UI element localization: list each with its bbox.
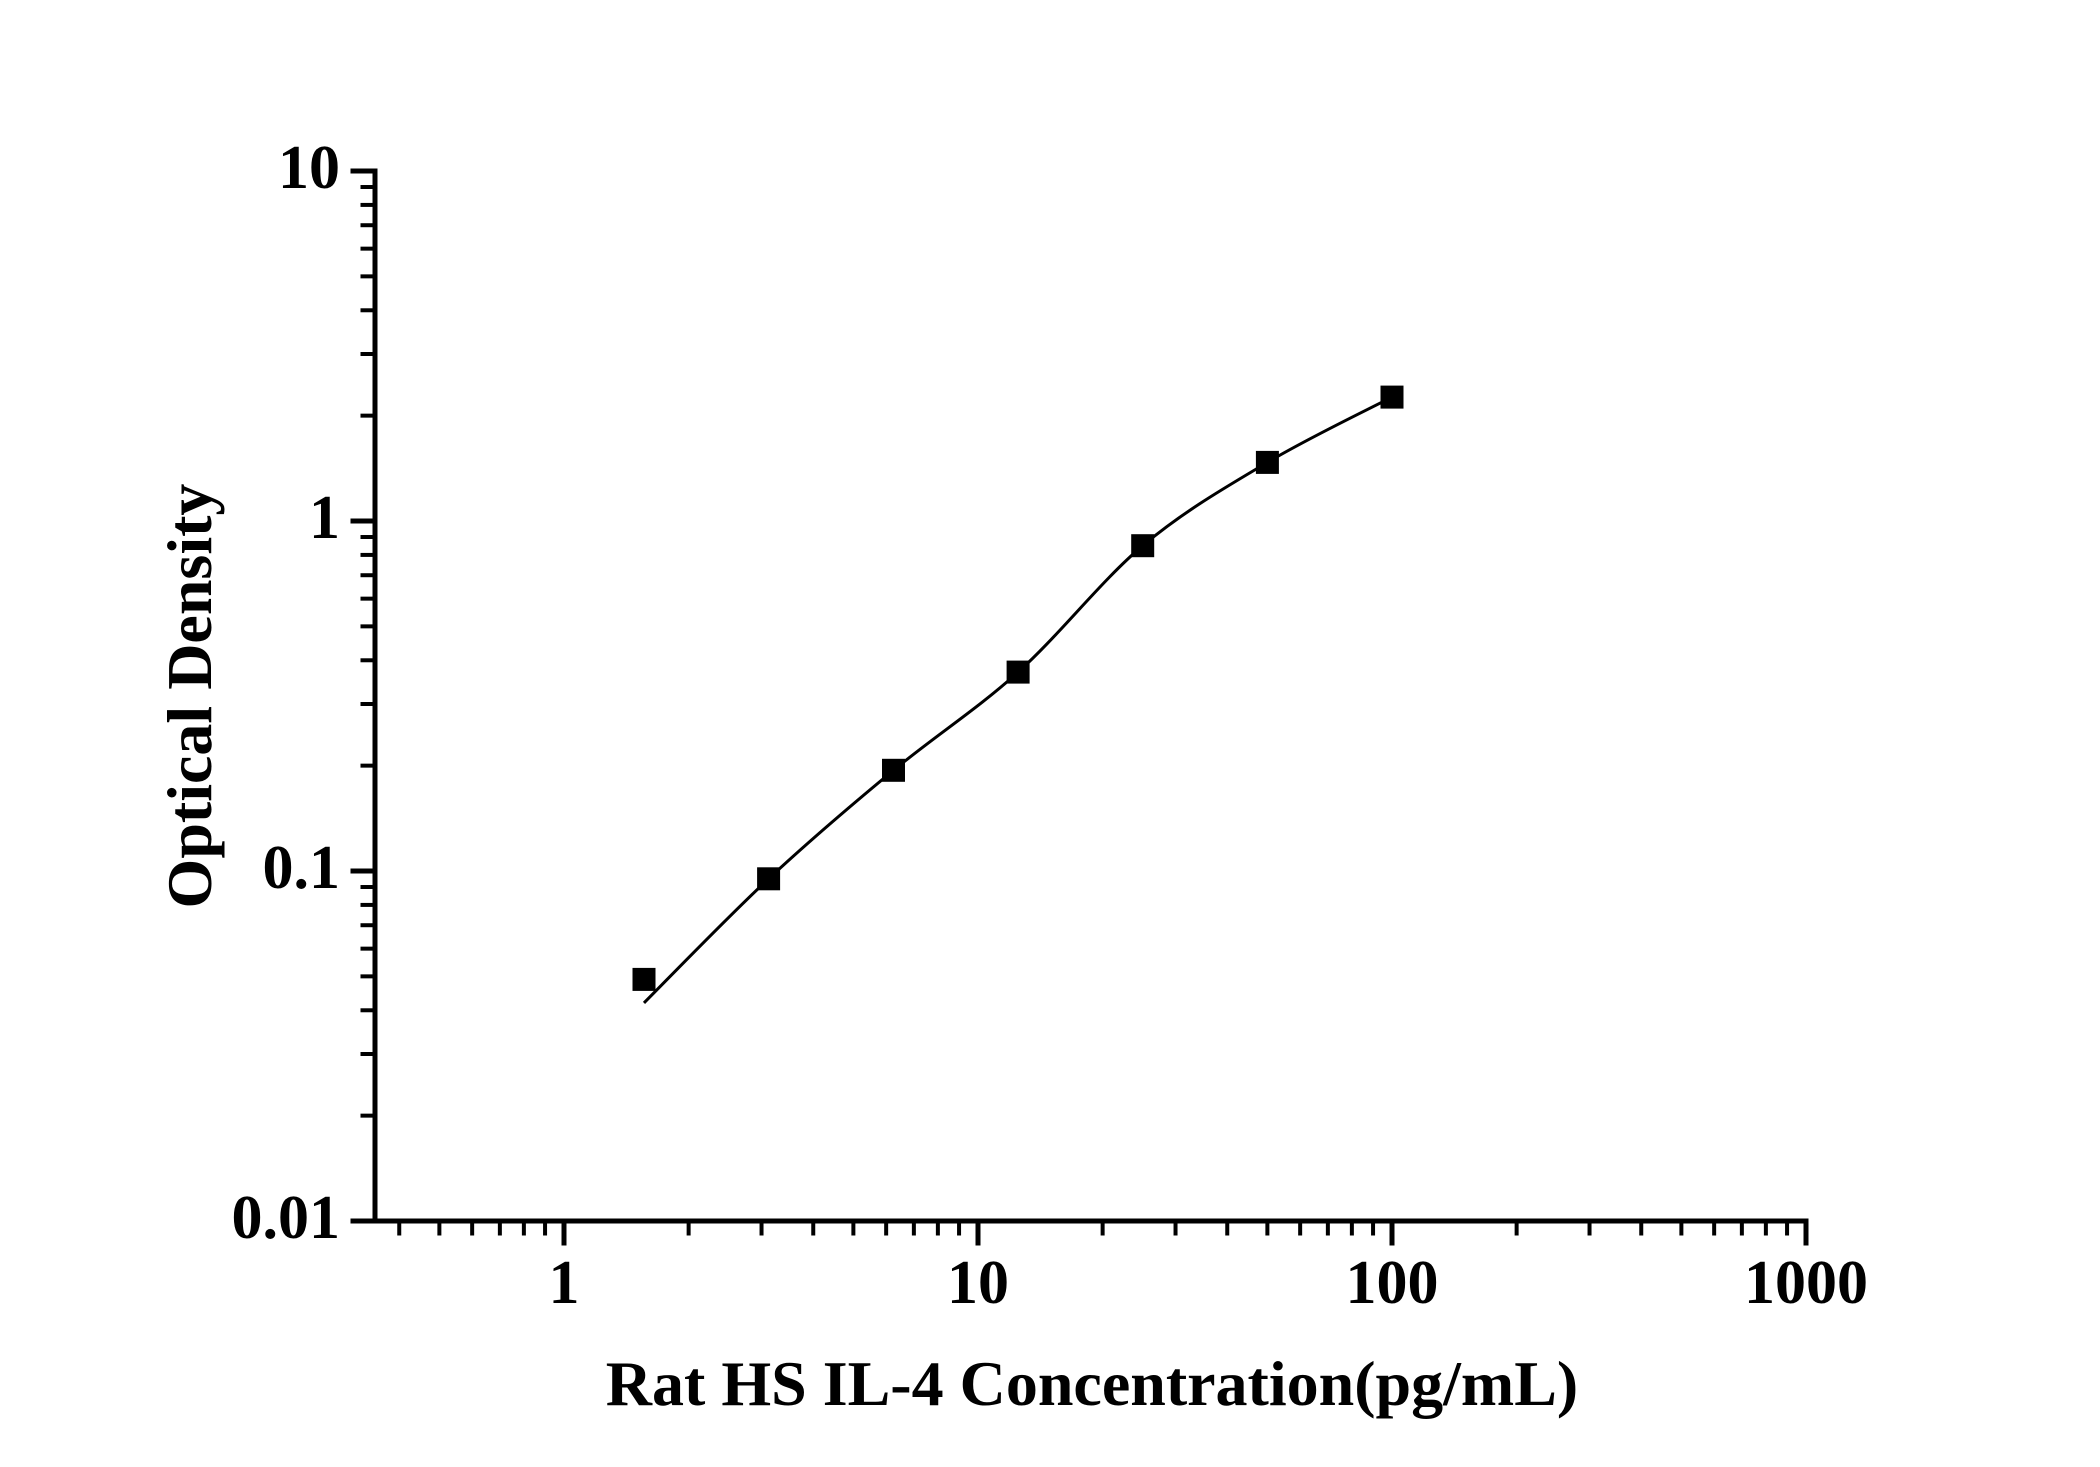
data-point-marker bbox=[1380, 385, 1404, 409]
fit-curve bbox=[642, 395, 1393, 1004]
axis-ticks bbox=[350, 168, 1809, 1246]
x-tick-label: 10 bbox=[947, 1249, 1009, 1317]
axes bbox=[372, 168, 1809, 1224]
y-tick-label: 0.1 bbox=[262, 834, 341, 902]
y-tick-label: 1 bbox=[309, 484, 340, 552]
y-tick-label: 0.01 bbox=[231, 1184, 341, 1252]
x-tick-label: 1 bbox=[548, 1249, 580, 1317]
x-tick-label: 100 bbox=[1345, 1249, 1439, 1317]
data-point-marker bbox=[1006, 660, 1030, 684]
data-point-marker bbox=[757, 867, 781, 891]
x-tick-label: 1000 bbox=[1744, 1249, 1868, 1317]
data-point-marker bbox=[632, 967, 656, 991]
data-point-marker bbox=[1255, 450, 1279, 474]
x-axis-title: Rat HS IL-4 Concentration(pg/mL) bbox=[605, 1348, 1579, 1419]
y-tick-label: 10 bbox=[278, 134, 340, 202]
data-point-marker bbox=[882, 758, 905, 782]
data-point-marker bbox=[1131, 534, 1155, 558]
data-points bbox=[632, 385, 1404, 991]
standard-curve-path bbox=[642, 395, 1393, 1004]
